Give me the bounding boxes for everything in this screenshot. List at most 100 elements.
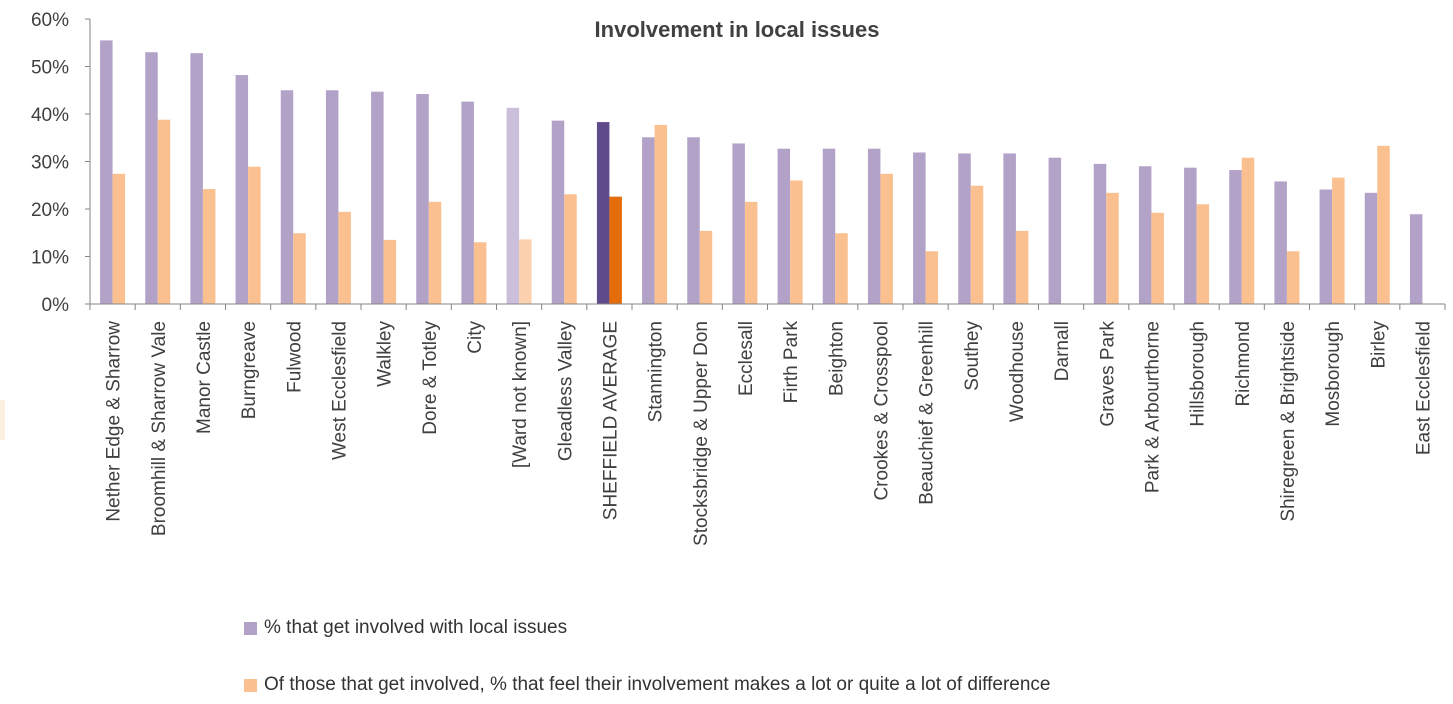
bar-involved [1319, 189, 1333, 304]
bar-involved [1048, 157, 1062, 304]
legend-swatch-difference [244, 678, 257, 692]
bar-difference [1151, 212, 1164, 304]
bar-difference [1377, 145, 1390, 304]
x-tick-label: Broomhill & Sharrow Vale [149, 321, 170, 536]
bar-involved [1138, 166, 1152, 304]
bar-difference [925, 251, 939, 304]
bar-involved [642, 137, 655, 304]
bar-involved [732, 143, 745, 304]
bar-involved [777, 148, 791, 304]
bar-involved [1409, 214, 1423, 304]
x-tick-label: Fulwood [284, 321, 305, 393]
bar-difference [1196, 204, 1210, 304]
bar-difference [428, 201, 442, 304]
bar-difference [699, 230, 713, 304]
x-tick-label: Richmond [1233, 321, 1254, 407]
bar-difference [338, 211, 351, 304]
bar-difference [519, 239, 532, 304]
bar-involved [1003, 153, 1016, 304]
legend-label-difference: Of those that get involved, % that feel … [264, 674, 1051, 695]
chart-title: Involvement in local issues [595, 17, 880, 42]
legend-item-difference: Of those that get involved, % that feel … [244, 674, 1050, 696]
x-tick-label: Stocksbridge & Upper Don [691, 321, 712, 546]
x-tick-label: Crookes & Crosspool [871, 321, 892, 501]
bar-difference [293, 233, 306, 304]
bar-difference [564, 194, 577, 304]
bar-involved [1274, 181, 1287, 304]
bar-difference [383, 239, 397, 304]
bar-involved [371, 91, 384, 304]
bar-involved [235, 75, 249, 304]
x-tick-label: Nether Edge & Sharrow [104, 321, 125, 522]
x-tick-label: Ecclesall [736, 321, 757, 396]
x-tick-label: Burngreave [239, 321, 260, 419]
x-tick-label: SHEFFIELD AVERAGE [600, 321, 621, 520]
x-tick-label: East Ecclesfield [1413, 321, 1434, 455]
bar-involved [596, 122, 610, 304]
bar-involved [867, 148, 881, 304]
y-tick-label: 10% [31, 248, 69, 269]
bar-difference [1015, 230, 1029, 304]
bar-difference [157, 119, 171, 304]
bar-involved [1184, 167, 1197, 304]
y-tick-label: 40% [31, 105, 69, 126]
x-tick-label: Dore & Totley [420, 321, 441, 435]
bar-involved [190, 53, 203, 305]
bar-involved [913, 152, 926, 304]
bar-difference [1332, 177, 1345, 304]
bar-involved [1093, 163, 1107, 304]
x-tick-label: Park & Arbourthorne [1142, 321, 1163, 493]
bar-difference [880, 173, 893, 304]
y-axis: 0% 10% 20% 30% 40% 50% 60% [31, 10, 91, 316]
x-tick-label: Stannington [646, 321, 667, 422]
bar-involved [687, 137, 700, 304]
x-tick-label: Mosborough [1323, 321, 1344, 427]
x-tick-label: Birley [1368, 321, 1389, 369]
x-tick-label: Hillsborough [1188, 321, 1209, 427]
x-axis: Nether Edge & Sharrow Broomhill & Sharrow… [89, 303, 1446, 546]
x-tick-label: Manor Castle [194, 321, 215, 434]
x-tick-label: Firth Park [781, 321, 802, 404]
bar-difference [473, 242, 487, 304]
bar-difference [202, 189, 216, 304]
bars [100, 40, 1423, 305]
bar-involved [822, 148, 836, 304]
y-tick-label: 30% [31, 153, 69, 174]
bar-involved [280, 90, 294, 304]
bar-involved [100, 40, 113, 304]
bar-involved [1364, 192, 1378, 304]
y-tick-label: 0% [42, 295, 70, 316]
x-tick-label: Walkley [375, 321, 396, 387]
x-tick-label: Graves Park [1097, 321, 1118, 427]
y-tick-label: 50% [31, 58, 69, 79]
y-tick-label: 20% [31, 200, 69, 221]
bar-difference [654, 124, 668, 304]
bar-difference [1106, 192, 1119, 304]
x-tick-label: Woodhouse [1007, 321, 1028, 422]
bar-involved [325, 90, 339, 304]
bar-involved [145, 52, 158, 304]
x-tick-label: Darnall [1052, 321, 1073, 381]
bar-involved [416, 94, 429, 304]
bar-involved [1229, 170, 1242, 304]
x-tick-label: Gleadless Valley [555, 321, 576, 462]
bar-difference [248, 166, 261, 304]
bar-difference [1286, 251, 1300, 304]
legend-label-involved: % that get involved with local issues [264, 617, 568, 638]
x-tick-label: Southey [962, 321, 983, 391]
x-tick-label: Shiregreen & Brightside [1278, 321, 1299, 522]
x-tick-label: Beauchief & Greenhill [917, 321, 938, 505]
legend-item-involved: % that get involved with local issues [244, 617, 567, 639]
bar-difference [970, 185, 984, 304]
bar-difference [112, 173, 126, 304]
y-tick-label: 60% [31, 10, 69, 31]
bar-involved [958, 153, 971, 304]
bar-difference [744, 201, 758, 304]
bar-difference [835, 233, 848, 304]
x-tick-label: Beighton [826, 321, 847, 396]
bar-difference [609, 196, 622, 304]
bar-difference [1241, 157, 1255, 304]
legend-swatch-involved [244, 621, 257, 635]
